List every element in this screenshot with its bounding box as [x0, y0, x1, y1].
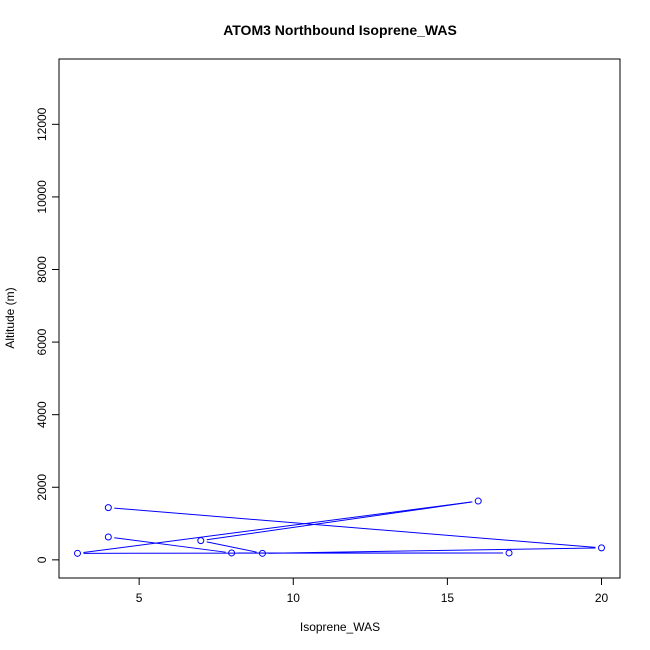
data-point: [104, 504, 112, 512]
y-tick-label: 0: [35, 556, 49, 563]
chart-title: ATOM3 Northbound Isoprene_WAS: [223, 22, 457, 38]
data-point: [505, 549, 513, 557]
x-tick-label: 15: [441, 591, 455, 605]
series-line-segment: [83, 501, 473, 554]
series-line-segment: [114, 537, 226, 553]
data-point: [73, 549, 81, 557]
y-tick-label: 8000: [35, 256, 49, 283]
x-axis: 5 10 15 20: [136, 577, 609, 605]
data-point: [104, 533, 112, 541]
y-tick-label: 10000: [35, 180, 49, 214]
series-line-segment: [114, 507, 596, 548]
y-tick-label: 12000: [35, 107, 49, 141]
data-point: [197, 537, 205, 545]
y-tick-label: 4000: [35, 401, 49, 428]
data-point: [598, 544, 606, 552]
y-axis-title: Altitude (m): [3, 287, 17, 348]
series-line-segment: [206, 501, 473, 541]
data-point: [228, 549, 236, 557]
series-line-segment: [268, 547, 596, 554]
x-axis-title: Isoprene_WAS: [300, 620, 380, 634]
y-tick-label: 2000: [35, 474, 49, 501]
series-layer: [73, 497, 606, 557]
y-axis: 0 2000 4000 6000 8000 10000 12000: [35, 107, 60, 563]
x-tick-label: 20: [595, 591, 609, 605]
data-point: [474, 497, 482, 505]
x-tick-label: 10: [287, 591, 301, 605]
x-tick-label: 5: [136, 591, 143, 605]
series-line-segment: [206, 541, 257, 553]
y-tick-label: 6000: [35, 328, 49, 355]
data-point: [258, 549, 266, 557]
